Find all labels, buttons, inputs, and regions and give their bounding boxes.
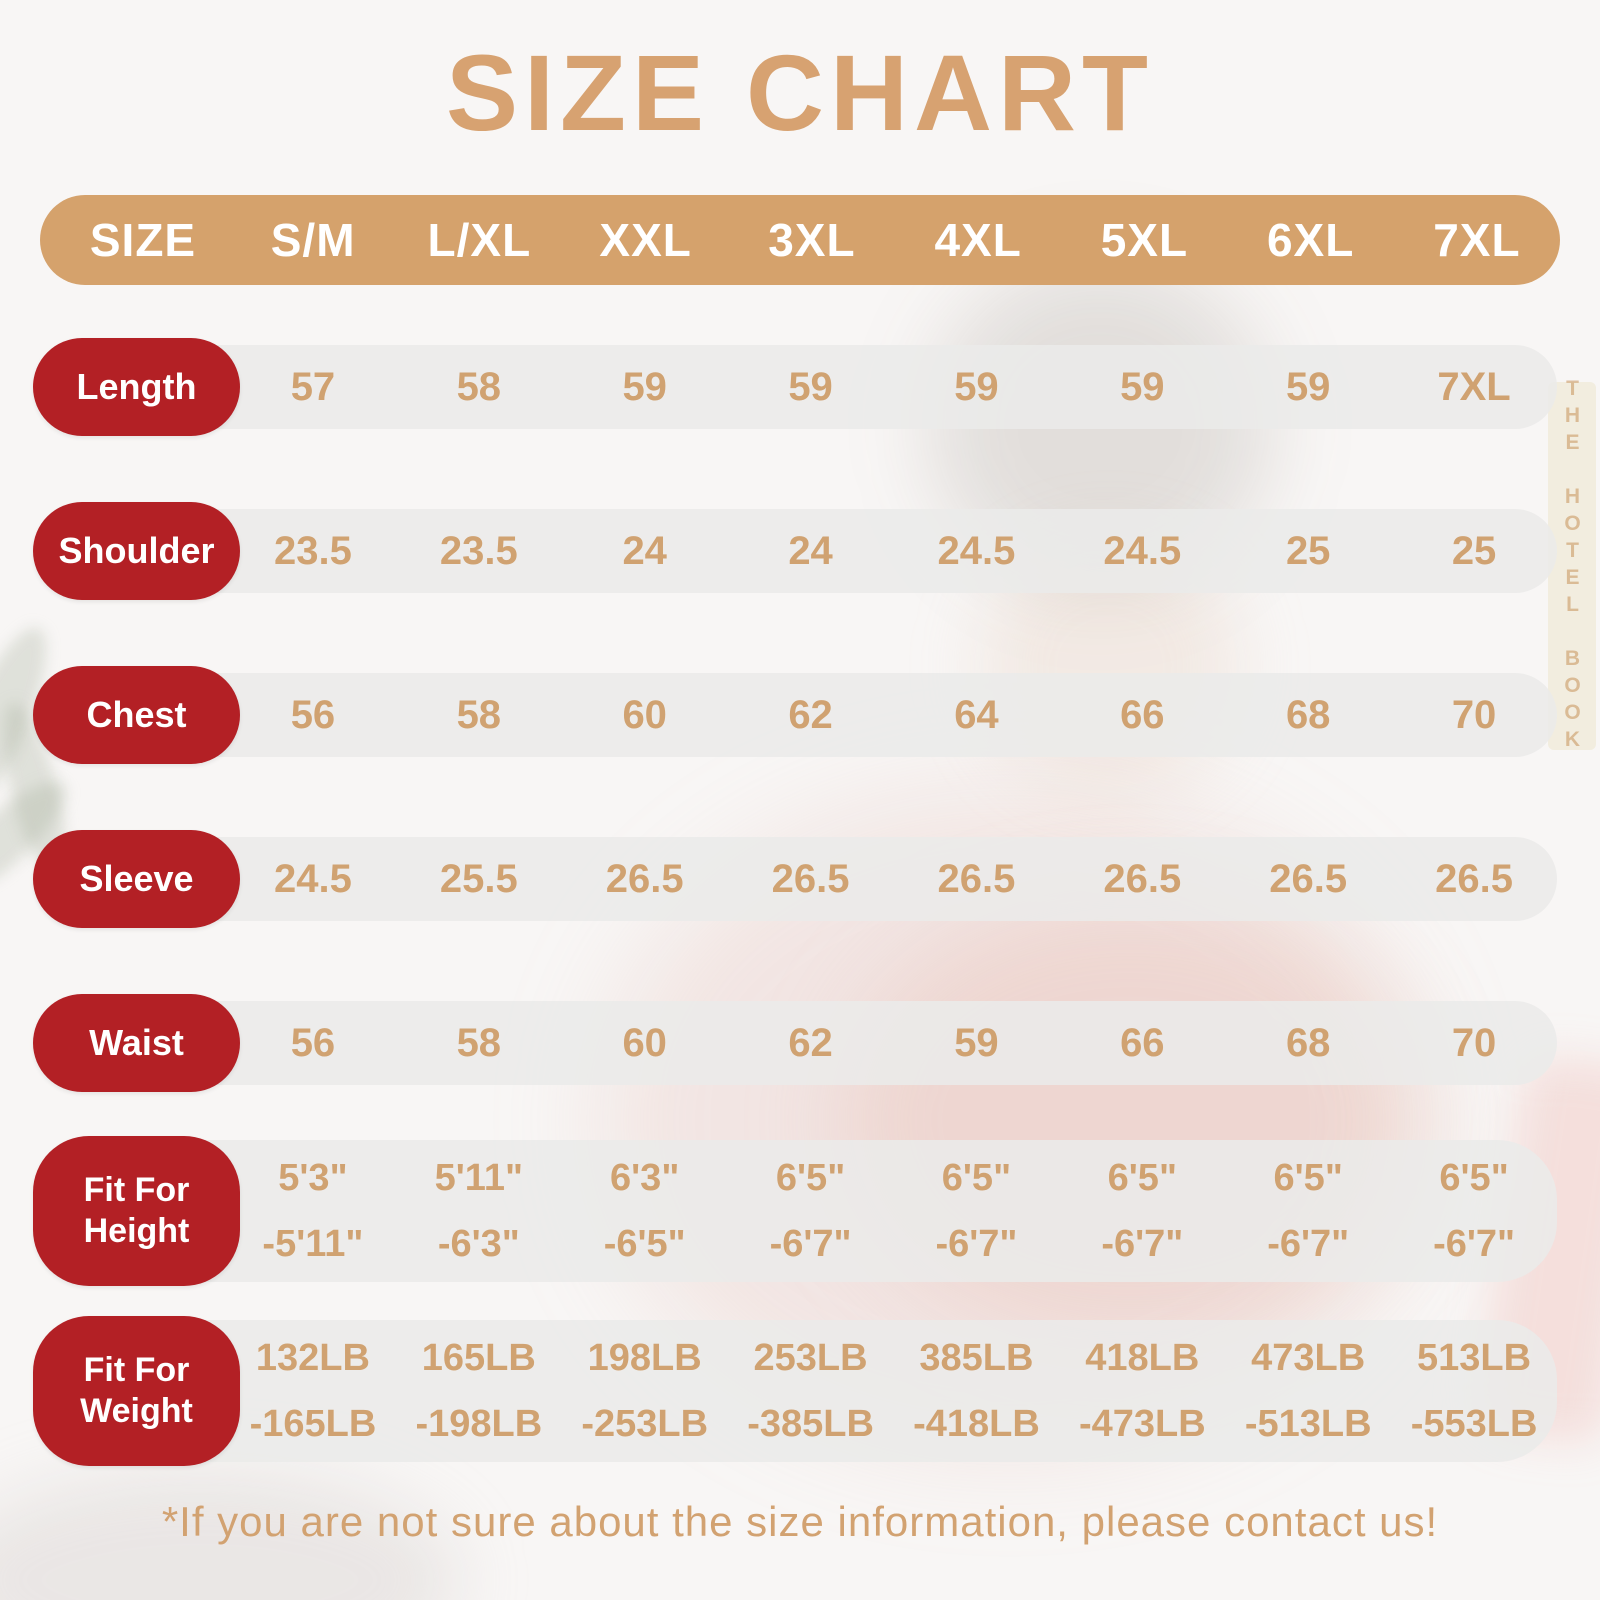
table-cell: 60 [622, 692, 667, 737]
row-label-shoulder: Shoulder [33, 502, 240, 600]
row-bar: 56 58 60 62 59 66 68 70 [40, 1001, 1557, 1085]
table-cell: 198LB -253LB [581, 1336, 709, 1446]
table-row-waist: 56 58 60 62 59 66 68 70 Waist [33, 994, 1557, 1092]
table-cell: 473LB -513LB [1244, 1336, 1372, 1446]
row-bar: 24.5 25.5 26.5 26.5 26.5 26.5 26.5 26.5 [40, 837, 1557, 921]
table-cell: 26.5 [937, 856, 1016, 901]
row-label-length: Length [33, 338, 240, 436]
table-cell: 26.5 [771, 856, 850, 901]
table-cell: 26.5 [1435, 856, 1513, 901]
row-label-chest: Chest [33, 666, 240, 764]
header-col-lxl: L/XL [427, 214, 532, 266]
table-cell: 7XL [1437, 364, 1511, 409]
row-bar: 5'3" -5'11" 5'11" -6'3" 6'3" -6'5" 6'5" -6'7… [40, 1140, 1557, 1282]
table-cell: 132LB -165LB [249, 1336, 377, 1446]
table-cell: 66 [1120, 692, 1165, 737]
row-bar: 56 58 60 62 64 66 68 70 [40, 673, 1557, 757]
table-cell: 418LB -473LB [1078, 1336, 1206, 1446]
header-size-label: SIZE [89, 214, 197, 266]
table-cell: 24.5 [937, 528, 1016, 573]
table-cell: 59 [954, 1020, 999, 1065]
table-row-length: 57 58 59 59 59 59 59 7XL Length [33, 338, 1557, 436]
table-row-shoulder: 23.5 23.5 24 24 24.5 24.5 25 25 Shoulder [33, 502, 1557, 600]
table-cell: 25.5 [439, 856, 518, 901]
table-cell: 26.5 [605, 856, 684, 901]
table-cell: 6'5" -6'7" [1101, 1156, 1184, 1266]
row-bar: 57 58 59 59 59 59 59 7XL [40, 345, 1557, 429]
table-row-fit-for-height: 5'3" -5'11" 5'11" -6'3" 6'3" -6'5" 6'5" -6'7… [33, 1136, 1557, 1286]
table-cell: 165LB -198LB [415, 1336, 543, 1446]
table-cell: 23.5 [274, 528, 352, 573]
table-cell: 24 [622, 528, 667, 573]
row-label-waist: Waist [33, 994, 240, 1092]
table-cell: 58 [456, 1020, 502, 1065]
row-label-fit-for-weight: Fit For Weight [33, 1316, 240, 1466]
table-cell: 24.5 [274, 856, 352, 901]
header-col-7xl: 7XL [1433, 214, 1521, 266]
table-cell: 6'3" -6'5" [603, 1156, 686, 1266]
table-cell: 60 [622, 1020, 667, 1065]
table-cell: 6'5" -6'7" [1433, 1156, 1516, 1266]
table-cell: 58 [456, 692, 502, 737]
size-header-row: SIZE S/M L/XL XXL 3XL 4XL 5XL 6XL 7XL [40, 195, 1560, 285]
table-cell: 25 [1451, 528, 1497, 573]
table-cell: 24.5 [1103, 528, 1182, 573]
table-cell: 25 [1285, 528, 1331, 573]
table-cell: 58 [456, 364, 502, 409]
header-col-4xl: 4XL [934, 214, 1022, 266]
table-cell: 70 [1451, 1020, 1497, 1065]
row-bar: 132LB -165LB 165LB -198LB 198LB -253LB 253L… [40, 1320, 1557, 1462]
table-row-sleeve: 24.5 25.5 26.5 26.5 26.5 26.5 26.5 26.5 … [33, 830, 1557, 928]
table-cell: 66 [1120, 1020, 1165, 1065]
row-bar: 23.5 23.5 24 24 24.5 24.5 25 25 [40, 509, 1557, 593]
header-col-5xl: 5XL [1100, 214, 1189, 266]
table-cell: 513LB -553LB [1410, 1336, 1538, 1446]
table-cell: 70 [1451, 692, 1497, 737]
table-cell: 59 [954, 364, 999, 409]
book-spine: THE HOTEL BOOK [1548, 377, 1596, 755]
table-cell: 6'5" -6'7" [935, 1156, 1018, 1266]
table-cell: 5'11" -6'3" [434, 1156, 523, 1266]
row-label-sleeve: Sleeve [33, 830, 240, 928]
table-cell: 385LB -418LB [913, 1336, 1040, 1446]
table-cell: 56 [290, 692, 336, 737]
table-cell: 68 [1285, 692, 1331, 737]
table-cell: 57 [290, 364, 336, 409]
table-cell: 64 [954, 692, 999, 737]
book-spine-text: THE HOTEL BOOK [1561, 377, 1584, 755]
table-row-fit-for-weight: 132LB -165LB 165LB -198LB 198LB -253LB 253L… [33, 1316, 1557, 1466]
table-cell: 26.5 [1269, 856, 1348, 901]
row-label-fit-for-height: Fit For Height [33, 1136, 240, 1286]
table-cell: 59 [1120, 364, 1165, 409]
table-cell: 62 [788, 692, 833, 737]
table-cell: 59 [788, 364, 833, 409]
header-col-sm: S/M [270, 214, 356, 266]
table-cell: 59 [622, 364, 667, 409]
page-title: SIZE CHART [446, 32, 1154, 153]
table-cell: 24 [788, 528, 833, 573]
table-cell: 62 [788, 1020, 833, 1065]
header-col-xxl: XXL [599, 214, 692, 266]
table-cell: 23.5 [439, 528, 518, 573]
table-cell: 59 [1285, 364, 1331, 409]
table-cell: 6'5" -6'7" [769, 1156, 852, 1266]
footer-note: *If you are not sure about the size info… [161, 1498, 1439, 1545]
table-cell: 56 [290, 1020, 336, 1065]
header-col-6xl: 6XL [1266, 214, 1355, 266]
table-cell: 5'3" -5'11" [262, 1156, 364, 1266]
table-row-chest: 56 58 60 62 64 66 68 70 Chest [33, 666, 1557, 764]
table-cell: 26.5 [1103, 856, 1182, 901]
header-col-3xl: 3XL [768, 214, 856, 266]
table-cell: 68 [1285, 1020, 1331, 1065]
table-cell: 6'5" -6'7" [1267, 1156, 1350, 1266]
table-cell: 253LB -385LB [747, 1336, 874, 1446]
